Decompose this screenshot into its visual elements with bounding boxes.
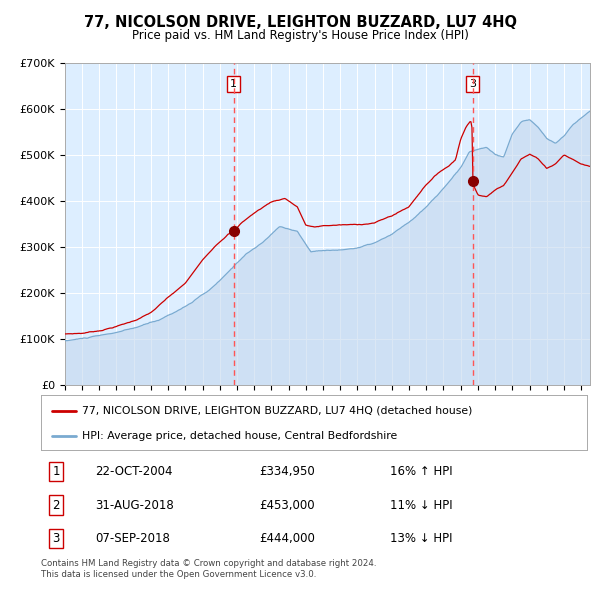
Text: 2: 2 <box>52 499 60 512</box>
Text: 1: 1 <box>230 79 237 89</box>
Text: 13% ↓ HPI: 13% ↓ HPI <box>390 532 453 545</box>
Text: HPI: Average price, detached house, Central Bedfordshire: HPI: Average price, detached house, Cent… <box>82 431 397 441</box>
Text: 3: 3 <box>469 79 476 89</box>
Text: £444,000: £444,000 <box>259 532 315 545</box>
Text: 77, NICOLSON DRIVE, LEIGHTON BUZZARD, LU7 4HQ: 77, NICOLSON DRIVE, LEIGHTON BUZZARD, LU… <box>83 15 517 30</box>
Text: 31-AUG-2018: 31-AUG-2018 <box>95 499 174 512</box>
Text: 16% ↑ HPI: 16% ↑ HPI <box>390 465 453 478</box>
Text: 22-OCT-2004: 22-OCT-2004 <box>95 465 173 478</box>
Text: £453,000: £453,000 <box>259 499 315 512</box>
Text: 3: 3 <box>52 532 60 545</box>
Text: 07-SEP-2018: 07-SEP-2018 <box>95 532 170 545</box>
Text: £334,950: £334,950 <box>259 465 315 478</box>
Text: Price paid vs. HM Land Registry's House Price Index (HPI): Price paid vs. HM Land Registry's House … <box>131 30 469 42</box>
Text: Contains HM Land Registry data © Crown copyright and database right 2024.
This d: Contains HM Land Registry data © Crown c… <box>41 559 376 579</box>
Text: 11% ↓ HPI: 11% ↓ HPI <box>390 499 453 512</box>
Text: 1: 1 <box>52 465 60 478</box>
Text: 77, NICOLSON DRIVE, LEIGHTON BUZZARD, LU7 4HQ (detached house): 77, NICOLSON DRIVE, LEIGHTON BUZZARD, LU… <box>82 406 472 416</box>
